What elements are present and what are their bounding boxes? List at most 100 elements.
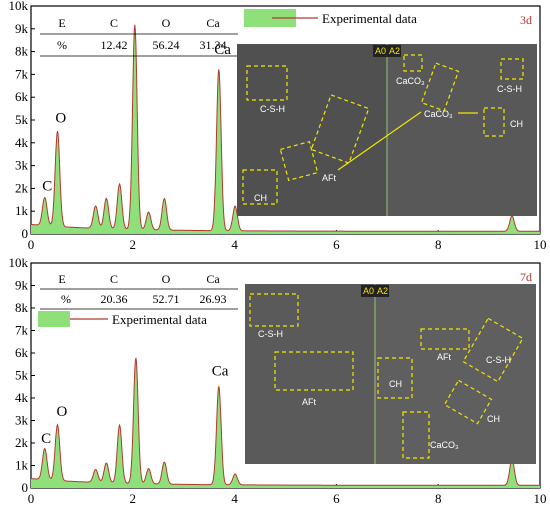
day-label-7d: 7d — [520, 270, 532, 284]
x-axis-7d: 0 2 4 6 8 10 — [28, 484, 547, 506]
x-tick-label: 0 — [28, 237, 35, 252]
peak-label-o: O — [55, 110, 66, 126]
y-tick-label: 9k — [15, 21, 29, 36]
table-header-e: E — [58, 16, 65, 30]
day-label-3d: 3d — [520, 13, 532, 27]
y-tick-label: 6k — [15, 345, 29, 360]
x-tick-label: 6 — [333, 491, 340, 506]
table-cell-c: 20.36 — [101, 292, 128, 306]
sem-label-aft-b: AFt — [437, 352, 452, 362]
dashed-box-caco3-b — [420, 62, 460, 112]
sem-tag-background — [373, 45, 401, 57]
legend-swatch-fill — [38, 311, 70, 327]
composition-table-7d: E C O Ca % 20.36 52.71 26.93 — [40, 272, 238, 310]
y-tick-label: 5k — [15, 112, 29, 127]
sem-label-ch-b: CH — [510, 119, 523, 129]
sem-label-csh: C-S-H — [258, 329, 283, 339]
peak-label-ca: Ca — [214, 42, 231, 58]
peak-label-o: O — [56, 404, 67, 420]
x-tick-label: 4 — [231, 491, 238, 506]
y-axis-7d: 0 1k 2k 3k 4k 5k 6k 7k 8k 9k 10k — [9, 255, 35, 495]
sem-inset-7d: A0 A2 C-S-H AFt AFt C-S-H CH CH CaCO₃ — [245, 284, 536, 464]
y-tick-label: 9k — [15, 278, 29, 293]
y-tick-label: 4k — [15, 135, 29, 150]
dashed-box-aft-b — [420, 328, 470, 350]
table-cell-unit: % — [61, 292, 71, 306]
sem-label-aft: AFt — [302, 397, 317, 407]
sem-image-texture — [245, 284, 375, 464]
x-tick-label: 2 — [130, 237, 137, 252]
legend-swatch-fill — [244, 9, 296, 27]
spectrum-line-3d — [30, 24, 540, 232]
y-tick-label: 2k — [15, 180, 29, 195]
dashed-box-caco3-a — [403, 54, 423, 72]
sem-image-texture — [375, 284, 536, 464]
y-tick-label: 3k — [15, 158, 29, 173]
sem-label-ch: CH — [389, 379, 402, 389]
sem-tag-a0: A0 — [363, 286, 374, 296]
table-header-o: O — [162, 16, 171, 30]
dashed-box-ch-b — [443, 379, 493, 425]
sem-label-ch: CH — [254, 193, 267, 203]
peak-label-c: C — [41, 431, 51, 447]
y-tick-label: 5k — [15, 368, 29, 383]
dashed-box-csh-b — [500, 58, 524, 80]
table-header-c: C — [110, 272, 118, 286]
y-tick-label: 7k — [15, 66, 29, 81]
x-tick-label: 0 — [28, 491, 35, 506]
y-tick-label: 1k — [15, 203, 29, 218]
dashed-box-ch-b — [483, 107, 505, 137]
x-tick-label: 8 — [435, 237, 442, 252]
legend-3d: Experimental data — [244, 9, 417, 27]
sem-label-csh-b: C-S-H — [497, 84, 522, 94]
table-header-o: O — [162, 272, 171, 286]
y-tick-label: 1k — [15, 458, 29, 473]
legend-label: Experimental data — [322, 11, 417, 26]
sem-label-csh: C-S-H — [260, 104, 285, 114]
y-tick-label: 4k — [15, 390, 29, 405]
y-tick-label: 8k — [15, 300, 29, 315]
y-tick-label: 3k — [15, 413, 29, 428]
table-header-ca: Ca — [206, 272, 220, 286]
peak-labels-7d: CO Ca — [41, 364, 229, 448]
sem-image-texture — [237, 44, 387, 216]
sem-image-texture — [387, 44, 537, 216]
sem-label-caco3: CaCO₃ — [430, 440, 459, 450]
sem-label-aft: AFt — [322, 173, 337, 183]
arrow-aft — [337, 111, 422, 171]
sem-tag-background — [361, 285, 389, 297]
composition-table-3d: E C O Ca % 12.42 56.24 31.34 — [40, 16, 238, 57]
peak-label-ca: Ca — [212, 364, 229, 380]
dashed-box-ch — [377, 357, 413, 399]
spectrum-area-3d — [31, 24, 540, 234]
spectrum-line-7d — [30, 357, 540, 486]
sem-label-caco3-b: CaCO₃ — [424, 109, 453, 119]
sem-tag-a2: A2 — [377, 286, 388, 296]
y-tick-label: 0 — [22, 226, 29, 241]
y-tick-label: 8k — [15, 44, 29, 59]
peak-labels-3d: C O Ca — [42, 42, 231, 195]
y-tick-label: 6k — [15, 89, 29, 104]
dashed-box-aft — [274, 351, 354, 391]
sem-inset-3d: A0 A2 C-S-H AFt CH CaCO₃ CaCO₃ C-S-H CH — [237, 44, 537, 216]
table-cell-o: 52.71 — [153, 292, 180, 306]
sem-label-caco3-a: CaCO₃ — [396, 76, 425, 86]
dashed-box-csh-b — [462, 317, 524, 383]
sem-label-ch-b: CH — [487, 414, 500, 424]
sem-tag-a2: A2 — [389, 46, 400, 56]
y-tick-label: 10k — [9, 0, 29, 13]
table-header-c: C — [110, 16, 118, 30]
peak-label-c: C — [42, 179, 52, 195]
table-cell-ca: 26.93 — [200, 292, 227, 306]
table-cell-ca: 31.34 — [200, 38, 227, 52]
x-tick-label: 10 — [534, 237, 547, 252]
table-header-e: E — [58, 272, 65, 286]
x-tick-label: 2 — [130, 491, 137, 506]
panel-3d: 0 1k 2k 3k 4k 5k 6k 7k 8k 9k 10k 0 2 4 6 8 10 C O Ca E C … — [9, 0, 547, 252]
legend-7d: Experimental data — [38, 311, 207, 327]
dashed-box-caco3 — [402, 411, 430, 459]
x-tick-label: 8 — [435, 491, 442, 506]
x-tick-label: 6 — [333, 237, 340, 252]
